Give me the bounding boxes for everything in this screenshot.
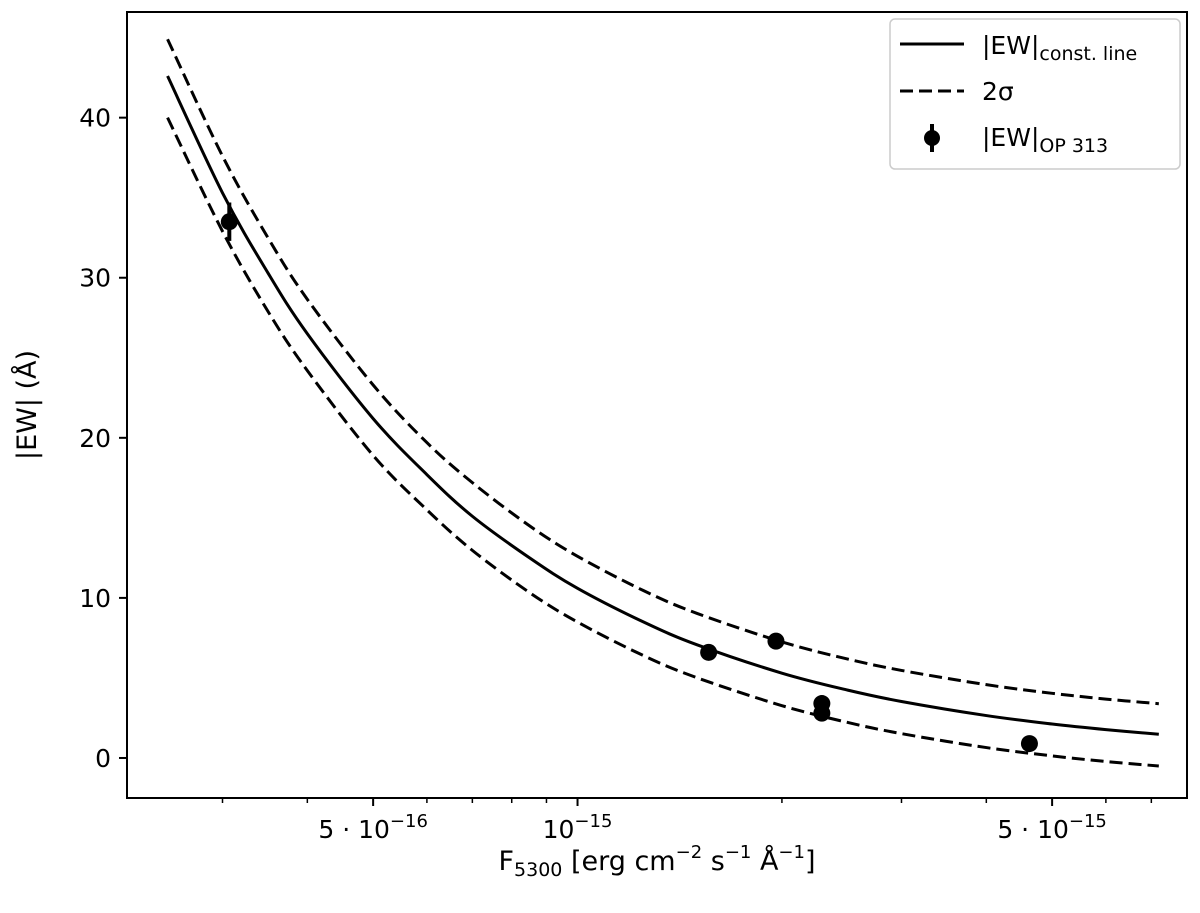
legend-label-op313: |EW|OP 313 [982, 123, 1108, 157]
legend: |EW|const. line 2σ |EW|OP 313 [889, 18, 1181, 170]
series-line-1 [166, 38, 1159, 706]
y-tick-label-3: 30 [79, 264, 111, 293]
x-tick-label-1: 10−15 [543, 811, 613, 844]
y-tick-label-4: 40 [79, 104, 111, 133]
axes: 0 10 20 30 40 5 · 10−16 10−15 5 · 10−15 [79, 104, 1153, 844]
plot-marks [166, 38, 1159, 768]
data-point-5 [1020, 735, 1038, 753]
series-line-2 [166, 117, 1159, 768]
legend-box [889, 18, 1181, 170]
data-point-4 [813, 704, 831, 722]
legend-label-const-line: |EW|const. line [982, 31, 1137, 65]
x-tick-label-2: 5 · 10−15 [997, 811, 1107, 844]
y-tick-label-0: 0 [95, 744, 111, 773]
legend-point-swatch [924, 130, 940, 146]
x-axis-label: F5300 [erg cm−2 s−1 Å−1] [498, 842, 815, 881]
y-axis-label: |EW| (Å) [11, 350, 43, 460]
y-tick-label-1: 10 [79, 584, 111, 613]
y-tick-label-2: 20 [79, 424, 111, 453]
legend-label-2sigma: 2σ [982, 77, 1014, 106]
series-line-0 [166, 75, 1159, 736]
data-point-1 [700, 643, 718, 661]
data-point-2 [767, 632, 785, 650]
x-tick-label-0: 5 · 10−16 [318, 811, 428, 844]
data-point-0 [220, 213, 238, 231]
plot-frame [126, 11, 1188, 799]
